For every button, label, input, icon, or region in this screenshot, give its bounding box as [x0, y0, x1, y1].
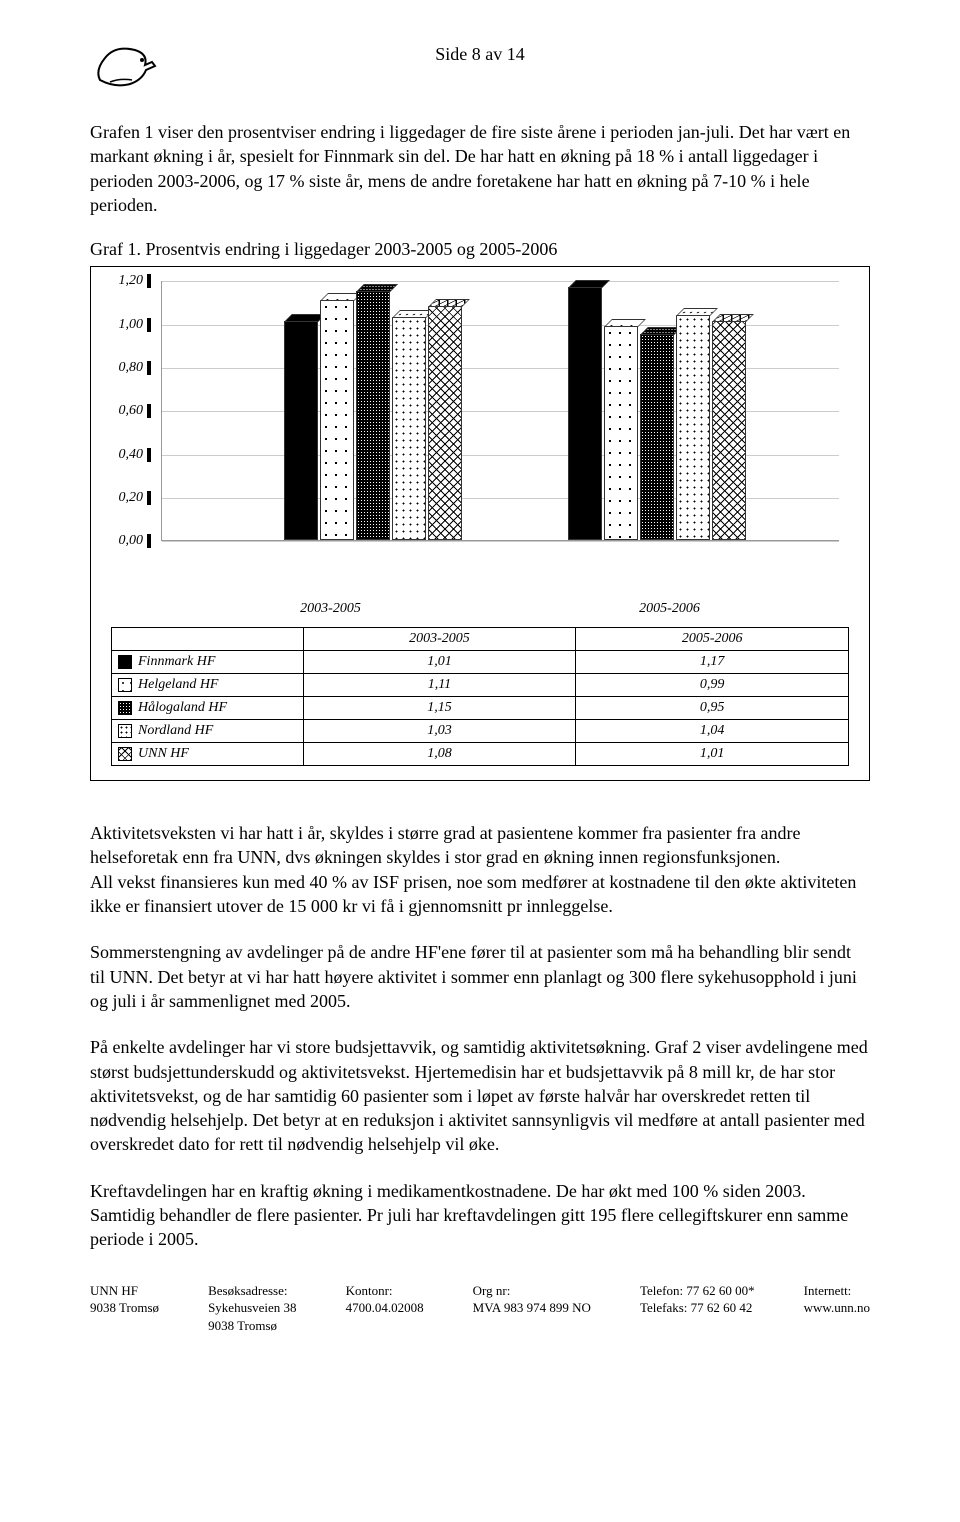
bar [320, 293, 354, 541]
legend-value: 1,01 [576, 743, 849, 766]
legend-value: 1,04 [576, 720, 849, 743]
legend-value: 0,95 [576, 697, 849, 720]
x-axis-label: 2003-2005 [161, 601, 500, 617]
paragraph-4: På enkelte avdelinger har vi store budsj… [90, 1035, 870, 1156]
chart-plot-area: 0,000,200,400,600,801,001,20 2003-200520… [161, 281, 839, 591]
legend-series-name: Nordland HF [138, 723, 213, 739]
legend-swatch [118, 701, 132, 715]
footer-col-3: Kontonr: 4700.04.02008 [346, 1282, 424, 1335]
chart-container: 0,000,200,400,600,801,001,20 2003-200520… [90, 266, 870, 781]
footer-col-4: Org nr: MVA 983 974 899 NO [473, 1282, 591, 1335]
paragraph-3: Sommerstengning av avdelinger på de andr… [90, 940, 870, 1013]
intro-text: Grafen 1 viser den prosentviser endring … [90, 120, 870, 217]
legend-series-name: Helgeland HF [138, 677, 218, 693]
y-tick-label: 1,20 [119, 274, 152, 288]
paragraph-2: Aktivitetsveksten vi har hatt i år, skyl… [90, 821, 870, 918]
legend-series-name: UNN HF [138, 746, 189, 762]
legend-row: Helgeland HF 1,110,99 [112, 674, 849, 697]
bar-group [568, 280, 746, 541]
legend-row: Nordland HF 1,031,04 [112, 720, 849, 743]
chart-legend-table: 2003-20052005-2006Finnmark HF1,011,17Hel… [111, 627, 849, 766]
bar-group [284, 284, 462, 540]
x-axis-labels: 2003-20052005-2006 [161, 601, 839, 617]
page-header: Side 8 av 14 [90, 40, 870, 90]
penguin-logo [90, 40, 160, 90]
legend-swatch [118, 655, 132, 669]
bar [604, 319, 638, 541]
page: Side 8 av 14 Grafen 1 viser den prosentv… [0, 0, 960, 1394]
y-tick-label: 0,00 [119, 534, 152, 548]
bar [284, 314, 318, 540]
footer-col-2: Besøksadresse: Sykehusveien 38 9038 Trom… [208, 1282, 296, 1335]
bar [392, 310, 426, 540]
chart-title: Graf 1. Prosentvis endring i liggedager … [90, 239, 870, 260]
y-tick-label: 1,00 [119, 318, 152, 332]
legend-value: 1,17 [576, 651, 849, 674]
legend-header: 2003-2005 [303, 628, 576, 651]
legend-value: 1,11 [303, 674, 576, 697]
legend-series-name: Hålogaland HF [138, 700, 227, 716]
legend-value: 0,99 [576, 674, 849, 697]
plot-region [161, 281, 839, 541]
legend-value: 1,03 [303, 720, 576, 743]
legend-header: 2005-2006 [576, 628, 849, 651]
bar [356, 284, 390, 540]
y-tick-label: 0,40 [119, 448, 152, 462]
legend-row: UNN HF 1,081,01 [112, 743, 849, 766]
y-axis: 0,000,200,400,600,801,001,20 [111, 281, 157, 541]
bar [712, 314, 746, 540]
bar [568, 280, 602, 541]
footer-col-5: Telefon: 77 62 60 00* Telefaks: 77 62 60… [640, 1282, 755, 1335]
footer-col-1: UNN HF 9038 Tromsø [90, 1282, 159, 1335]
page-footer: UNN HF 9038 Tromsø Besøksadresse: Sykehu… [90, 1282, 870, 1335]
legend-row: Finnmark HF 1,011,17 [112, 651, 849, 674]
legend-swatch [118, 724, 132, 738]
y-tick-label: 0,60 [119, 404, 152, 418]
y-tick-label: 0,20 [119, 491, 152, 505]
legend-value: 1,01 [303, 651, 576, 674]
legend-value: 1,08 [303, 743, 576, 766]
paragraph-1: Grafen 1 viser den prosentviser endring … [90, 120, 870, 217]
x-axis-label: 2005-2006 [500, 601, 839, 617]
bar [676, 308, 710, 540]
paragraph-5: Kreftavdelingen har en kraftig økning i … [90, 1179, 870, 1252]
footer-col-6: Internett: www.unn.no [804, 1282, 870, 1335]
legend-row: Hålogaland HF 1,150,95 [112, 697, 849, 720]
bar [640, 327, 674, 540]
body-paragraphs: Aktivitetsveksten vi har hatt i år, skyl… [90, 821, 870, 1251]
page-number: Side 8 av 14 [160, 40, 800, 65]
y-tick-label: 0,80 [119, 361, 152, 375]
legend-swatch [118, 678, 132, 692]
bar [428, 299, 462, 540]
legend-series-name: Finnmark HF [138, 654, 215, 670]
legend-swatch [118, 747, 132, 761]
legend-value: 1,15 [303, 697, 576, 720]
